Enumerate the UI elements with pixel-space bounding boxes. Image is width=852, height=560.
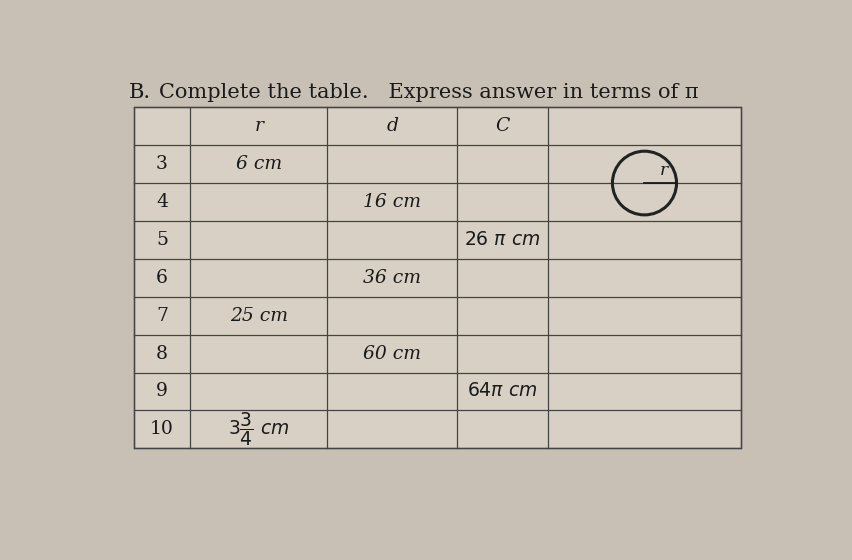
Text: 3: 3 [156,155,168,173]
Text: 8: 8 [156,344,168,362]
Text: Complete the table.   Express answer in terms of π: Complete the table. Express answer in te… [159,83,698,101]
Text: d: d [386,117,398,135]
Text: 10: 10 [150,421,174,438]
Text: 7: 7 [156,307,168,325]
Text: 6 cm: 6 cm [235,155,282,173]
Text: C: C [495,117,509,135]
Text: 4: 4 [156,193,168,211]
Text: $64\pi\ cm$: $64\pi\ cm$ [467,382,538,400]
Text: 5: 5 [156,231,168,249]
Bar [134,108,740,449]
Text: 60 cm: 60 cm [363,344,421,362]
Text: 25 cm: 25 cm [230,307,288,325]
Text: 9: 9 [156,382,168,400]
Text: 36 cm: 36 cm [363,269,421,287]
Text: $3\dfrac{3}{4}$ $cm$: $3\dfrac{3}{4}$ $cm$ [228,410,290,449]
Text: 6: 6 [156,269,168,287]
Text: 16 cm: 16 cm [363,193,421,211]
Text: r: r [659,162,667,179]
Text: B.: B. [128,83,150,101]
Text: $26\ \pi\ cm$: $26\ \pi\ cm$ [463,231,540,249]
Text: r: r [254,117,263,135]
